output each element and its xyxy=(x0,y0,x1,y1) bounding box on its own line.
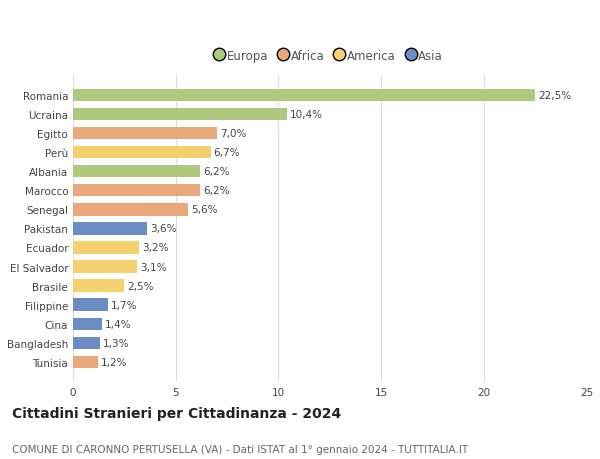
Text: 3,6%: 3,6% xyxy=(150,224,176,234)
Legend: Europa, Africa, America, Asia: Europa, Africa, America, Asia xyxy=(212,45,448,67)
Text: 1,4%: 1,4% xyxy=(105,319,131,329)
Bar xyxy=(73,166,200,178)
Text: 10,4%: 10,4% xyxy=(290,110,323,120)
Bar xyxy=(73,204,188,216)
Bar xyxy=(73,223,147,235)
Bar xyxy=(73,108,287,121)
Text: 1,3%: 1,3% xyxy=(103,338,130,348)
Bar xyxy=(73,185,200,197)
Text: 6,2%: 6,2% xyxy=(203,186,230,196)
Text: 7,0%: 7,0% xyxy=(220,129,246,139)
Text: 1,7%: 1,7% xyxy=(111,300,137,310)
Bar xyxy=(73,146,211,159)
Text: 22,5%: 22,5% xyxy=(538,91,571,101)
Bar xyxy=(73,242,139,254)
Text: 6,7%: 6,7% xyxy=(214,148,240,158)
Bar xyxy=(73,90,535,102)
Bar xyxy=(73,356,98,368)
Text: 6,2%: 6,2% xyxy=(203,167,230,177)
Text: COMUNE DI CARONNO PERTUSELLA (VA) - Dati ISTAT al 1° gennaio 2024 - TUTTITALIA.I: COMUNE DI CARONNO PERTUSELLA (VA) - Dati… xyxy=(12,444,468,454)
Bar xyxy=(73,261,137,273)
Bar xyxy=(73,337,100,349)
Bar xyxy=(73,280,124,292)
Text: 2,5%: 2,5% xyxy=(127,281,154,291)
Text: 1,2%: 1,2% xyxy=(101,357,127,367)
Text: 5,6%: 5,6% xyxy=(191,205,218,215)
Bar xyxy=(73,128,217,140)
Bar xyxy=(73,318,102,330)
Text: 3,1%: 3,1% xyxy=(140,262,166,272)
Bar xyxy=(73,299,108,311)
Text: Cittadini Stranieri per Cittadinanza - 2024: Cittadini Stranieri per Cittadinanza - 2… xyxy=(12,406,341,420)
Text: 3,2%: 3,2% xyxy=(142,243,169,253)
